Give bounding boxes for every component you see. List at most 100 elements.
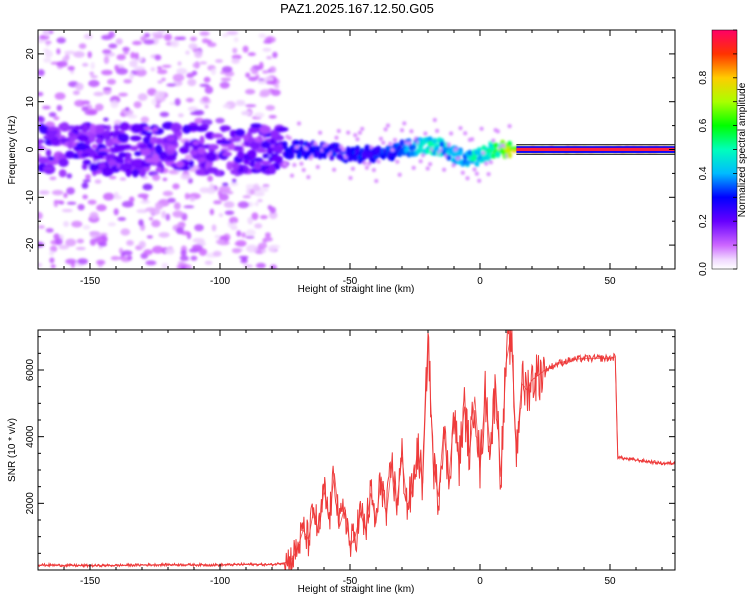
heatmap-cell [95,103,104,112]
heatmap-cell [248,149,257,160]
heatmap-cell [378,136,383,141]
heatmap-cell [465,159,470,166]
heatmap-cell [259,61,264,70]
heatmap-cell [145,260,157,266]
heatmap-cell [174,98,181,106]
heatmap-cell [89,231,101,239]
heatmap-cell [231,248,242,254]
heatmap-cell [234,128,246,137]
heatmap-cell [236,150,245,160]
heatmap-cell [253,157,263,162]
heatmap-cell [72,90,80,96]
heatmap-cell [268,163,276,173]
heatmap-cell [491,138,496,143]
heatmap-cell [260,141,271,149]
colorbar-tick-label: 0.6 [698,118,709,132]
heatmap-cell [222,104,231,109]
heatmap-cell [190,111,200,116]
heatmap-cell [251,212,259,221]
heatmap-cell [235,101,246,106]
heatmap-cell [117,133,129,143]
heatmap-cell [177,61,182,66]
heatmap-cell [132,40,142,46]
heatmap-cell [355,137,360,142]
heatmap-cell [232,47,238,54]
heatmap-cell [474,161,480,167]
heatmap-cell [245,184,255,190]
heatmap-cell [103,87,112,91]
heatmap-cell [251,70,259,75]
heatmap-cell [253,191,265,197]
heatmap-cell [180,173,191,180]
heatmap-cell [80,153,91,158]
heatmap-cell [470,137,475,142]
heatmap-cell [362,161,367,166]
heatmap-cell [348,176,353,180]
heatmap-cell [190,255,198,261]
heatmap-cell [56,37,66,44]
heatmap-cell [157,69,168,75]
heatmap-cell [113,191,119,199]
heatmap-cell [218,193,229,201]
heatmap-cell [474,171,479,176]
heatmap-cell [231,58,240,64]
heatmap-cell [165,248,175,255]
heatmap-cell [172,183,180,190]
heatmap-cell [341,147,346,152]
heatmap-cell [218,185,231,193]
heatmap-cell [173,202,181,210]
heatmap-cells [38,30,675,269]
heatmap-cell [49,176,57,181]
x-tick-label: -100 [210,576,230,587]
heatmap-cell [58,244,70,250]
x-tick-label: -150 [80,276,100,287]
heatmap-cell [242,257,247,261]
heatmap-cell [198,248,208,256]
heatmap-cell [82,179,91,183]
heatmap-cell [230,181,239,187]
heatmap-cell [222,182,229,187]
snr-lines [38,330,675,570]
heatmap-cell [139,168,147,178]
heatmap-cell [159,111,170,118]
heatmap-cell [198,157,206,163]
heatmap-cell [102,49,112,54]
heatmap-cell [87,51,92,59]
heatmap-cell [82,123,89,133]
heatmap-cell [194,224,204,232]
heatmap-cell [49,257,55,264]
heatmap-cell [77,204,85,211]
heatmap-cell [118,152,127,158]
heatmap-cell [108,31,115,39]
heatmap-cell [207,175,214,182]
heatmap-cell [423,131,428,136]
heatmap-cell [88,133,96,143]
heatmap-cell [265,80,277,85]
heatmap-cell [207,42,217,48]
heatmap-cell [206,167,219,174]
heatmap-cell [486,172,491,177]
heatmap-cell [76,238,84,244]
heatmap-cell [104,130,110,136]
heatmap-cell [175,161,185,168]
x-tick-label: -50 [343,276,358,287]
heatmap-cell [172,73,185,82]
heatmap-cell [38,139,43,146]
heatmap-cell [45,149,52,157]
heatmap-cell [364,165,369,170]
heatmap-cell [267,205,273,210]
heatmap-cell [134,52,139,60]
heatmap-cell [94,179,102,184]
heatmap-cell [381,140,386,145]
heatmap-cell [236,230,242,237]
heatmap-cell [162,177,168,182]
heatmap-cell [178,113,184,118]
ridge-core [516,147,675,152]
heatmap-cell [157,66,162,70]
heatmap-cell [167,197,176,203]
heatmap-cell [84,110,97,116]
heatmap-cell [116,54,126,61]
heatmap-cell [38,91,44,97]
heatmap-cell [129,135,142,142]
heatmap-cell [477,178,482,183]
